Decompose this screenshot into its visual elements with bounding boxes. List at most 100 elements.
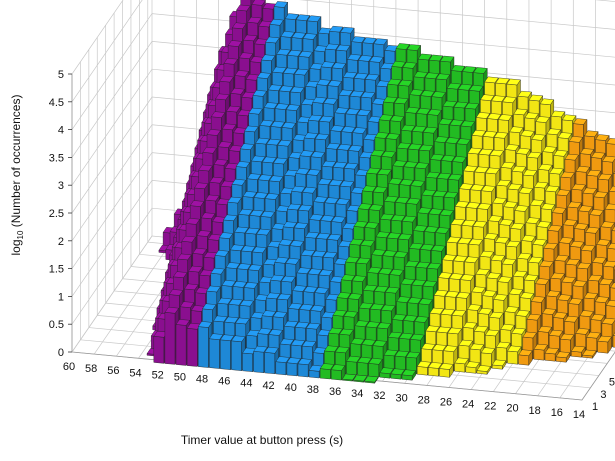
bar-top-face bbox=[464, 102, 480, 110]
bar-top-face bbox=[181, 235, 196, 243]
bar-top-face bbox=[253, 345, 268, 353]
bar-top-face bbox=[235, 161, 251, 168]
bar-front-face bbox=[428, 367, 439, 377]
bar bbox=[364, 375, 379, 384]
bar-top-face bbox=[299, 150, 315, 157]
bar-top-face bbox=[321, 160, 337, 168]
bar-top-face bbox=[364, 375, 379, 383]
z-axis-label-log: log bbox=[9, 239, 23, 255]
bar-top-face bbox=[432, 344, 447, 351]
bar-top-face bbox=[415, 261, 431, 269]
bar-top-face bbox=[298, 50, 313, 58]
bar-top-face bbox=[217, 297, 232, 305]
bar-top-face bbox=[230, 87, 245, 95]
bar-top-face bbox=[369, 56, 384, 63]
bar-front-face bbox=[220, 339, 231, 370]
bar-top-face bbox=[565, 258, 581, 266]
bar-top-face bbox=[504, 144, 520, 151]
y-tick-label: 1 bbox=[592, 401, 598, 413]
bar-top-face bbox=[251, 0, 266, 6]
bar-top-face bbox=[406, 197, 421, 205]
x-tick-label: 22 bbox=[484, 401, 496, 413]
bar-top-face bbox=[428, 208, 443, 215]
bar-top-face bbox=[390, 368, 405, 376]
bar-top-face bbox=[446, 236, 461, 244]
bar-front-face bbox=[175, 324, 187, 366]
z-tick-label: 0.5 bbox=[49, 319, 64, 331]
bar-top-face bbox=[572, 118, 588, 125]
bar-front-face bbox=[368, 363, 380, 378]
bar-top-face bbox=[256, 72, 272, 79]
bar-front-face bbox=[439, 368, 450, 378]
bar-top-face bbox=[468, 84, 484, 92]
bar-top-face bbox=[192, 247, 207, 255]
bar-top-face bbox=[403, 315, 418, 322]
bar-top-face bbox=[236, 4, 251, 12]
bar-top-face bbox=[402, 215, 417, 223]
bar-top-face bbox=[217, 141, 233, 148]
bar-top-face bbox=[586, 331, 601, 339]
bar-top-face bbox=[447, 173, 463, 181]
bar-top-face bbox=[184, 283, 199, 291]
bar-top-face bbox=[353, 374, 368, 382]
bar-top-face bbox=[488, 215, 503, 222]
x-tick-label: 56 bbox=[107, 365, 119, 377]
bar-top-face bbox=[511, 327, 526, 335]
bar-top-face bbox=[367, 266, 382, 274]
bar-top-face bbox=[347, 293, 363, 300]
bar-top-face bbox=[486, 113, 502, 120]
bar-top-face bbox=[451, 309, 467, 317]
bar-top-face bbox=[313, 196, 328, 203]
bar-top-face bbox=[402, 62, 417, 69]
bar-top-face bbox=[210, 111, 226, 118]
bar-top-face bbox=[335, 198, 350, 205]
bar-top-face bbox=[523, 274, 539, 282]
bar-top-face bbox=[210, 267, 225, 275]
bar-top-face bbox=[597, 335, 612, 343]
bar-top-face bbox=[550, 110, 566, 118]
bar-top-face bbox=[437, 272, 453, 279]
bar-top-face bbox=[292, 285, 307, 292]
bar-top-face bbox=[345, 108, 360, 115]
bar-top-face bbox=[510, 222, 525, 230]
bar-top-face bbox=[462, 321, 478, 329]
bar-top-face bbox=[455, 292, 471, 299]
bar-top-face bbox=[285, 104, 301, 111]
bar-top-face bbox=[394, 350, 410, 358]
bar bbox=[401, 369, 417, 381]
bar-top-face bbox=[515, 147, 531, 155]
bar-top-face bbox=[509, 126, 524, 133]
bar bbox=[439, 363, 454, 378]
bar-top-face bbox=[422, 280, 438, 288]
bar-top-face bbox=[301, 340, 317, 348]
bar-top-face bbox=[340, 274, 356, 281]
bar-top-face bbox=[265, 292, 281, 300]
bar-top-face bbox=[561, 114, 577, 122]
bar-top-face bbox=[470, 184, 485, 191]
bar-top-face bbox=[381, 150, 396, 158]
bar-top-face bbox=[584, 130, 599, 138]
bar-top-face bbox=[332, 309, 347, 317]
bar-top-face bbox=[549, 167, 564, 175]
bar-top-face bbox=[575, 165, 591, 173]
z-tick-label: 4.5 bbox=[49, 97, 64, 109]
bar-top-face bbox=[461, 219, 477, 227]
z-tick-label: 3 bbox=[58, 180, 64, 192]
bar-top-face bbox=[200, 212, 216, 220]
bar bbox=[597, 335, 612, 354]
bar-top-face bbox=[219, 334, 235, 341]
bar-top-face bbox=[467, 304, 482, 311]
bar-top-face bbox=[251, 155, 266, 163]
bar-top-face bbox=[396, 296, 411, 303]
bar-top-face bbox=[408, 242, 424, 250]
z-axis-label-subscript: 10 bbox=[16, 230, 25, 239]
bar-top-face bbox=[360, 91, 376, 99]
bar-top-face bbox=[400, 124, 416, 132]
bar-top-face bbox=[431, 244, 446, 252]
bar bbox=[330, 364, 346, 381]
x-tick-label: 52 bbox=[152, 369, 164, 381]
bar-top-face bbox=[314, 287, 329, 294]
bar-top-face bbox=[307, 268, 323, 276]
bar-top-face bbox=[594, 296, 610, 303]
bar-top-face bbox=[320, 61, 336, 68]
